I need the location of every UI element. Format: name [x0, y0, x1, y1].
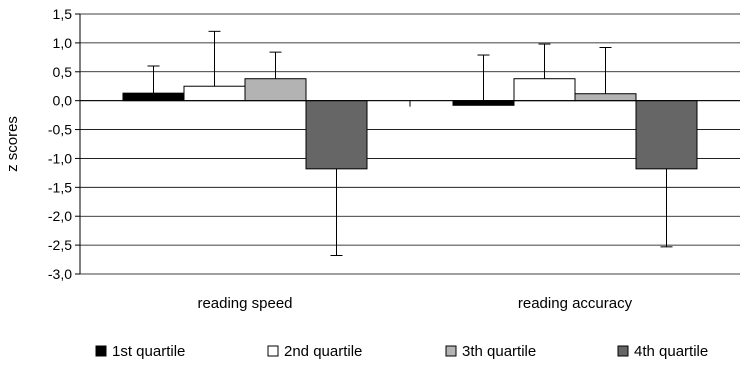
x-category-label: reading accuracy: [518, 295, 633, 312]
legend: 1st quartile 2nd quartile 3th quartile 4th …: [95, 343, 708, 360]
y-tick-label: 1,5: [53, 6, 73, 22]
y-tick-label: -0,5: [48, 122, 72, 138]
error-bars: [147, 30, 673, 257]
bar: [574, 93, 637, 102]
legend-label: 1st quartile: [112, 343, 185, 360]
legend-item: 2nd quartile: [267, 343, 362, 360]
legend-label: 4th quartile: [634, 343, 708, 360]
x-category-label: reading speed: [197, 295, 292, 312]
y-axis-ticks: 1,5 1,0 0,5 0,0 -0,5 -1,0 -1,5 -2,0 -2,5 -3,0: [48, 6, 80, 282]
legend-swatch: [445, 345, 457, 357]
y-axis-title: z scores: [4, 116, 21, 172]
y-tick-label: -2,0: [48, 208, 72, 224]
y-tick-label: 0,5: [53, 64, 73, 80]
bar: [513, 78, 576, 102]
axes: [79, 14, 740, 274]
bar: [635, 100, 698, 170]
legend-swatch: [617, 345, 629, 357]
legend-label: 2nd quartile: [284, 343, 362, 360]
y-tick-label: 0,0: [53, 93, 73, 109]
bar: [183, 85, 246, 102]
legend-label: 3th quartile: [462, 343, 536, 360]
legend-item: 3th quartile: [445, 343, 536, 360]
y-tick-label: -3,0: [48, 266, 72, 282]
bar: [122, 92, 185, 102]
legend-item: 4th quartile: [617, 343, 708, 360]
bar: [305, 100, 368, 170]
y-tick-label: -1,0: [48, 150, 72, 166]
bar: [244, 78, 307, 102]
y-tick-label: -1,5: [48, 179, 72, 195]
y-tick-label: 1,0: [53, 35, 73, 51]
legend-swatch: [267, 345, 279, 357]
y-tick-label: -2,5: [48, 237, 72, 253]
x-axis-labels: reading speed reading accuracy: [197, 295, 632, 312]
legend-item: 1st quartile: [95, 343, 185, 360]
legend-swatch: [95, 345, 107, 357]
bars: [122, 78, 698, 170]
